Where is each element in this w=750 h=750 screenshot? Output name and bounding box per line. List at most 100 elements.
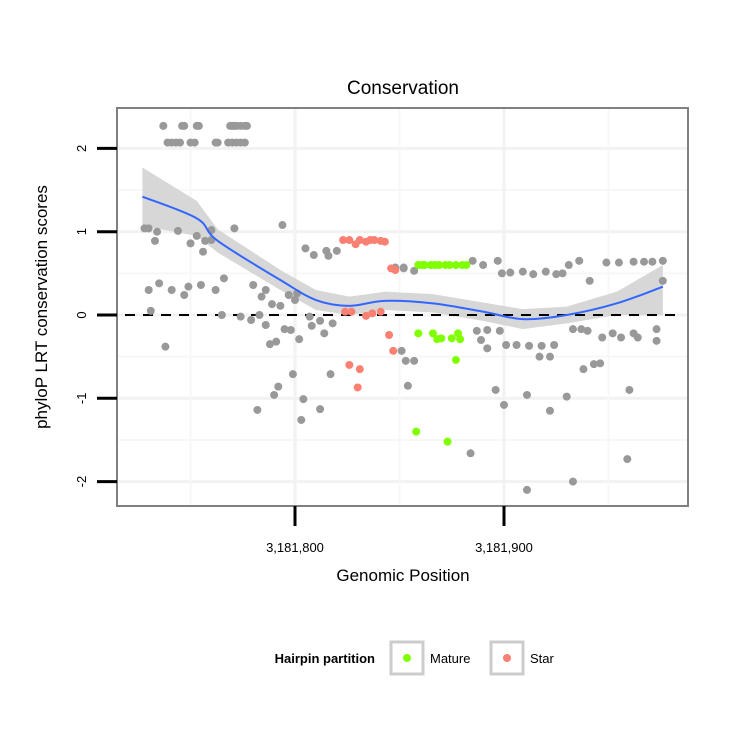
point-other <box>194 121 203 130</box>
point-other <box>596 359 605 368</box>
point-other <box>217 311 226 319</box>
point-other <box>326 370 335 379</box>
point-star <box>353 383 362 392</box>
point-other <box>257 292 266 301</box>
point-other <box>144 224 153 233</box>
point-other <box>552 270 561 279</box>
point-other <box>541 267 550 276</box>
point-star <box>370 236 379 245</box>
point-other <box>167 286 176 295</box>
point-other <box>261 320 270 329</box>
point-other <box>190 138 199 147</box>
point-other <box>608 329 617 338</box>
point-other <box>466 449 475 458</box>
point-other <box>236 312 245 321</box>
point-other <box>625 385 634 394</box>
point-other <box>535 352 544 361</box>
point-other <box>550 340 559 349</box>
point-other <box>186 239 195 248</box>
point-other <box>219 274 228 283</box>
point-other <box>500 400 508 409</box>
point-other <box>255 311 264 319</box>
point-mature <box>451 355 460 364</box>
point-other <box>328 319 337 328</box>
point-mature <box>451 261 460 270</box>
point-mature <box>445 261 454 270</box>
point-other <box>633 333 642 342</box>
point-other <box>545 352 554 361</box>
point-other <box>518 267 527 276</box>
y-tick-label: 2 <box>74 145 89 152</box>
point-mature <box>435 261 444 270</box>
point-other <box>284 291 293 300</box>
smooth-line <box>142 195 664 321</box>
point-star <box>389 346 398 355</box>
point-other <box>265 340 274 349</box>
point-other <box>286 325 295 334</box>
point-other <box>491 385 500 394</box>
point-other <box>658 276 667 285</box>
point-other <box>483 344 492 353</box>
point-other <box>316 316 325 325</box>
point-other <box>525 341 534 350</box>
point-other <box>297 415 306 424</box>
point-other <box>579 365 588 374</box>
points <box>140 121 667 494</box>
confidence-band <box>142 167 663 330</box>
point-other <box>537 341 546 350</box>
point-other <box>617 333 626 342</box>
point-other <box>410 356 419 365</box>
point-star <box>391 266 400 275</box>
point-other <box>316 405 325 414</box>
point-other <box>146 306 155 315</box>
point-other <box>309 251 318 260</box>
legend-marker-star <box>503 654 511 662</box>
point-star <box>355 365 364 374</box>
point-other <box>602 258 611 267</box>
legend-marker-mature <box>403 654 411 662</box>
point-other <box>305 312 314 321</box>
point-other <box>211 286 220 295</box>
y-axis: 2 1 0 -1 -2 <box>74 145 117 487</box>
point-other <box>150 236 159 245</box>
point-other <box>280 325 289 334</box>
point-other <box>278 221 287 230</box>
panel-border <box>116 107 689 507</box>
point-mature <box>443 437 452 446</box>
point-other <box>213 138 222 147</box>
point-mature <box>447 334 456 343</box>
point-star <box>347 307 356 316</box>
point-other <box>249 281 258 290</box>
point-other <box>577 325 586 334</box>
point-mature <box>428 329 437 338</box>
point-other <box>276 301 285 310</box>
point-other <box>153 227 162 236</box>
point-mature <box>462 261 471 270</box>
point-mature <box>414 329 423 338</box>
point-other <box>648 257 657 266</box>
point-other <box>299 395 308 404</box>
point-other <box>568 477 577 486</box>
legend: Hairpin partition Mature Star <box>275 640 555 676</box>
point-other <box>270 390 279 399</box>
point-other <box>274 382 283 391</box>
legend-label-mature: Mature <box>430 651 470 666</box>
point-star <box>341 307 350 316</box>
point-other <box>585 276 594 285</box>
point-other <box>144 286 153 295</box>
point-other <box>564 261 573 270</box>
point-other <box>562 392 571 401</box>
point-other <box>558 269 567 278</box>
y-tick-label: 1 <box>74 228 89 235</box>
point-other <box>483 325 492 334</box>
point-mature <box>456 335 465 344</box>
point-star <box>368 309 377 318</box>
point-star <box>376 307 385 316</box>
point-other <box>575 256 584 265</box>
point-other <box>272 337 281 346</box>
point-other <box>161 342 170 351</box>
point-other <box>268 300 277 309</box>
point-star <box>345 236 354 245</box>
point-other <box>301 244 310 253</box>
